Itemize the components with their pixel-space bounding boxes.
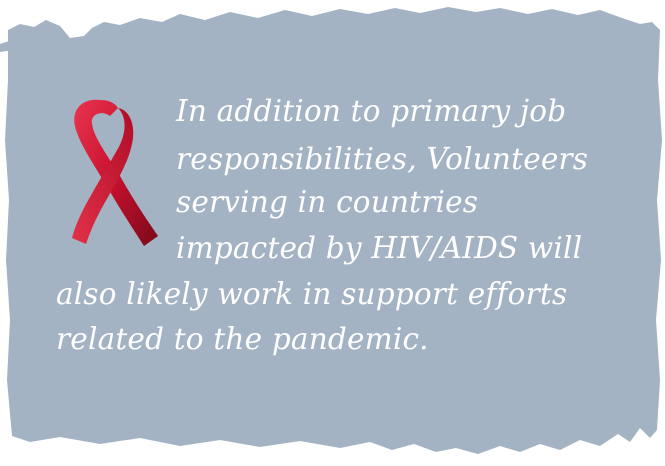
quote-line: impacted by HIV/AIDS will (176, 231, 583, 265)
quote-line: serving in countries (176, 185, 479, 219)
quote-line: related to the pandemic. (56, 322, 429, 356)
quote-line: also likely work in support efforts (56, 277, 568, 311)
quote-line: responsibilities, Volunteers (176, 142, 589, 176)
awareness-ribbon-icon (72, 99, 158, 246)
quote-line: In addition to primary job (176, 94, 567, 128)
